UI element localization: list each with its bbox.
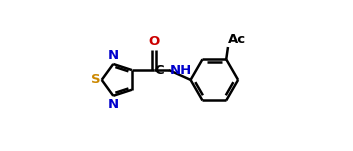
Text: NH: NH	[170, 64, 192, 77]
Text: N: N	[108, 98, 119, 111]
Text: S: S	[91, 73, 100, 86]
Text: Ac: Ac	[228, 33, 246, 46]
Text: N: N	[108, 49, 119, 62]
Text: C: C	[155, 64, 164, 77]
Text: O: O	[148, 35, 160, 48]
